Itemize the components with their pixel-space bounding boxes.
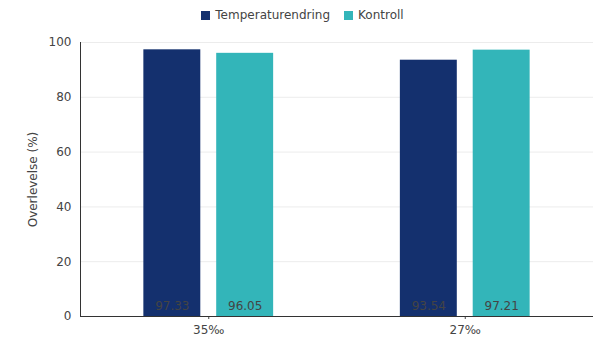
svg-text:35‰: 35‰ [193,323,224,337]
html-text:Temperaturendring: Temperaturendring [215,8,331,22]
svg-text:40: 40 [56,200,71,214]
svg-text:100: 100 [49,35,72,49]
html-text:Kontroll: Kontroll [358,8,404,22]
svg-text:93.54: 93.54 [412,299,446,313]
svg-text:97.21: 97.21 [484,299,518,313]
svg-text:60: 60 [56,145,71,159]
svg-text:80: 80 [56,90,71,104]
svg-text:0: 0 [64,309,72,323]
svg-text:96.05: 96.05 [228,299,262,313]
svg-text:Overlevelse (%): Overlevelse (%) [26,132,40,228]
svg-text:27‰: 27‰ [450,323,481,337]
svg-text:20: 20 [56,255,71,269]
svg-text:97.33: 97.33 [155,299,189,313]
